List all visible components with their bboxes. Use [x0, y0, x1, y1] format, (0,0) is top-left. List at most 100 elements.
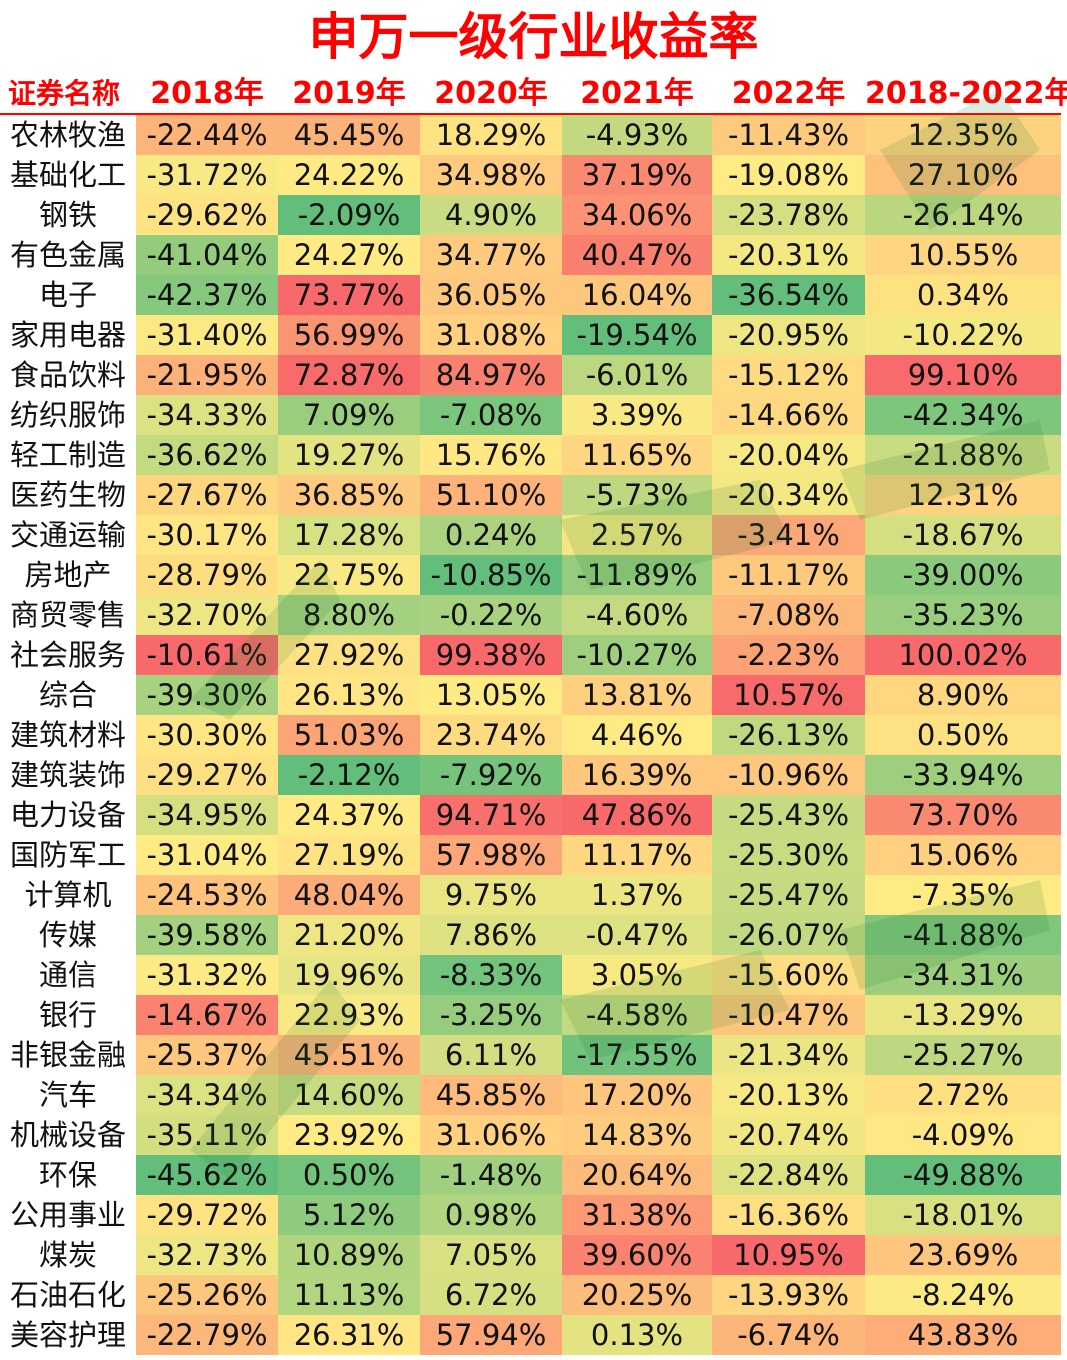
return-cell: -39.00%	[865, 555, 1061, 595]
return-cell: 6.72%	[420, 1275, 562, 1315]
return-cell: -22.44%	[136, 115, 278, 155]
return-cell: -49.88%	[865, 1155, 1061, 1195]
return-cell: -20.13%	[712, 1075, 865, 1115]
return-cell: -29.62%	[136, 195, 278, 235]
return-cell: 27.10%	[865, 155, 1061, 195]
return-cell: -6.01%	[562, 355, 712, 395]
return-cell: 45.85%	[420, 1075, 562, 1115]
return-cell: -19.08%	[712, 155, 865, 195]
return-cell: 1.37%	[562, 875, 712, 915]
return-cell: -29.27%	[136, 755, 278, 795]
return-cell: 8.80%	[278, 595, 420, 635]
return-cell: 51.03%	[278, 715, 420, 755]
return-cell: -11.43%	[712, 115, 865, 155]
return-cell: 48.04%	[278, 875, 420, 915]
return-cell: -30.17%	[136, 515, 278, 555]
industry-name: 建筑材料	[9, 718, 126, 752]
returns-table: 证券名称 2018年 2019年 2020年 2021年 2022年 2018-2022年农…	[0, 75, 1067, 1355]
return-cell: -19.54%	[562, 315, 712, 355]
return-cell: 0.34%	[865, 275, 1061, 315]
return-cell: -24.53%	[136, 875, 278, 915]
return-cell: -15.12%	[712, 355, 865, 395]
return-cell: -25.26%	[136, 1275, 278, 1315]
return-cell: -20.31%	[712, 235, 865, 275]
industry-name: 石油石化	[9, 1278, 126, 1312]
column-header-year: 2018-2022年	[865, 75, 1067, 115]
return-cell: -18.01%	[865, 1195, 1061, 1235]
return-cell: 57.94%	[420, 1315, 562, 1355]
return-cell: 10.57%	[712, 675, 865, 715]
return-cell: 34.98%	[420, 155, 562, 195]
industry-name: 房地产	[24, 558, 112, 592]
return-cell: 45.51%	[278, 1035, 420, 1075]
return-cell: 43.83%	[865, 1315, 1061, 1355]
industry-name: 公用事业	[9, 1198, 126, 1232]
column-header-year: 2020年	[420, 75, 562, 115]
industry-name: 非银金融	[9, 1038, 126, 1072]
return-cell: -31.32%	[136, 955, 278, 995]
return-cell: 31.08%	[420, 315, 562, 355]
return-cell: 19.27%	[278, 435, 420, 475]
return-cell: -10.47%	[712, 995, 865, 1035]
return-cell: -13.29%	[865, 995, 1061, 1035]
return-cell: -5.73%	[562, 475, 712, 515]
return-cell: -31.04%	[136, 835, 278, 875]
return-cell: 17.28%	[278, 515, 420, 555]
industry-name: 传媒	[38, 918, 97, 952]
return-cell: 19.96%	[278, 955, 420, 995]
return-cell: -25.27%	[865, 1035, 1061, 1075]
return-cell: -34.95%	[136, 795, 278, 835]
column-header-year: 2021年	[562, 75, 712, 115]
return-cell: 17.20%	[562, 1075, 712, 1115]
industry-name: 纺织服饰	[9, 398, 126, 432]
return-cell: 34.06%	[562, 195, 712, 235]
return-cell: 84.97%	[420, 355, 562, 395]
column-header-year: 2018年	[136, 75, 278, 115]
return-cell: 23.69%	[865, 1235, 1061, 1275]
return-cell: 10.55%	[865, 235, 1061, 275]
return-cell: 12.35%	[865, 115, 1061, 155]
return-cell: -29.72%	[136, 1195, 278, 1235]
return-cell: 10.89%	[278, 1235, 420, 1275]
return-cell: -22.84%	[712, 1155, 865, 1195]
return-cell: 7.86%	[420, 915, 562, 955]
industry-name: 计算机	[24, 878, 112, 912]
return-cell: -26.07%	[712, 915, 865, 955]
return-cell: 73.70%	[865, 795, 1061, 835]
return-cell: 27.19%	[278, 835, 420, 875]
return-cell: -36.54%	[712, 275, 865, 315]
return-cell: -32.70%	[136, 595, 278, 635]
return-cell: 2.57%	[562, 515, 712, 555]
return-cell: -34.31%	[865, 955, 1061, 995]
column-header-year: 2019年	[278, 75, 420, 115]
industry-name: 电力设备	[9, 798, 126, 832]
industry-name: 建筑装饰	[9, 758, 126, 792]
return-cell: 15.76%	[420, 435, 562, 475]
return-cell: 7.05%	[420, 1235, 562, 1275]
industry-name: 美容护理	[9, 1318, 126, 1352]
return-cell: -2.23%	[712, 635, 865, 675]
return-cell: 23.92%	[278, 1115, 420, 1155]
industry-name: 食品饮料	[9, 358, 126, 392]
return-cell: -20.34%	[712, 475, 865, 515]
return-cell: -4.58%	[562, 995, 712, 1035]
return-cell: -31.40%	[136, 315, 278, 355]
return-cell: -3.25%	[420, 995, 562, 1035]
return-cell: -10.61%	[136, 635, 278, 675]
industry-name: 机械设备	[9, 1118, 126, 1152]
return-cell: -22.79%	[136, 1315, 278, 1355]
return-cell: 16.39%	[562, 755, 712, 795]
return-cell: -34.33%	[136, 395, 278, 435]
return-cell: -39.30%	[136, 675, 278, 715]
return-cell: 13.05%	[420, 675, 562, 715]
industry-name: 交通运输	[9, 518, 126, 552]
return-cell: 24.27%	[278, 235, 420, 275]
return-cell: 37.19%	[562, 155, 712, 195]
industry-name: 轻工制造	[9, 438, 126, 472]
return-cell: -2.12%	[278, 755, 420, 795]
return-cell: 72.87%	[278, 355, 420, 395]
return-cell: 20.64%	[562, 1155, 712, 1195]
return-cell: -34.34%	[136, 1075, 278, 1115]
return-cell: -21.88%	[865, 435, 1061, 475]
return-cell: -31.72%	[136, 155, 278, 195]
